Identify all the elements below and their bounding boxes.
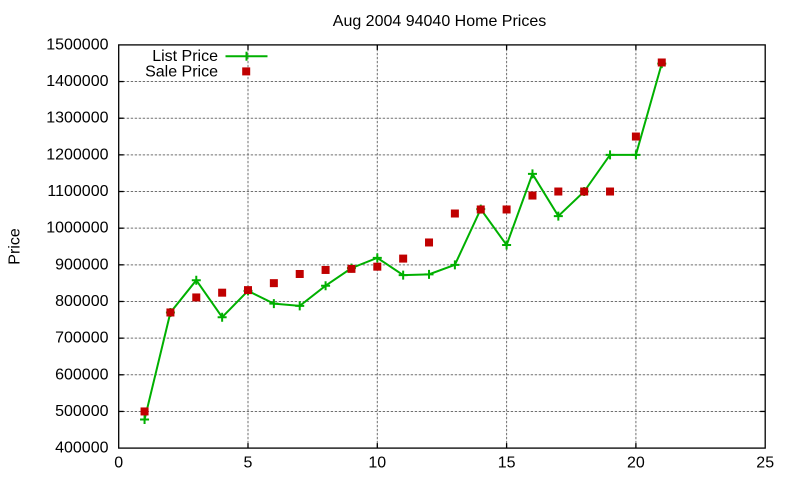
svg-text:500000: 500000 [55, 403, 108, 420]
svg-text:25: 25 [756, 454, 774, 471]
svg-text:1400000: 1400000 [46, 73, 108, 90]
svg-text:Aug 2004 94040 Home Prices: Aug 2004 94040 Home Prices [333, 13, 546, 30]
svg-text:0: 0 [114, 454, 123, 471]
svg-text:800000: 800000 [55, 293, 108, 310]
svg-text:5: 5 [244, 454, 253, 471]
svg-text:1500000: 1500000 [46, 36, 108, 53]
svg-text:400000: 400000 [55, 440, 108, 457]
svg-text:700000: 700000 [55, 330, 108, 347]
svg-text:Sale Price: Sale Price [145, 63, 218, 80]
svg-text:List Price: List Price [152, 48, 218, 65]
svg-text:20: 20 [627, 454, 645, 471]
svg-text:Price: Price [7, 228, 24, 265]
svg-text:1000000: 1000000 [46, 220, 108, 237]
svg-text:1300000: 1300000 [46, 110, 108, 127]
svg-text:15: 15 [498, 454, 516, 471]
svg-text:600000: 600000 [55, 366, 108, 383]
svg-text:1200000: 1200000 [46, 146, 108, 163]
svg-text:10: 10 [368, 454, 386, 471]
svg-text:900000: 900000 [55, 256, 108, 273]
svg-text:1100000: 1100000 [47, 183, 108, 200]
